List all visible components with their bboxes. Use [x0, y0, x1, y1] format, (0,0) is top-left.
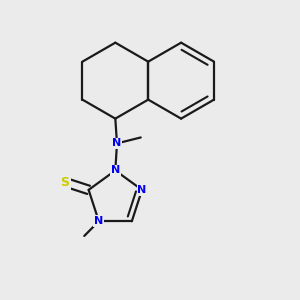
- Text: N: N: [111, 166, 120, 176]
- Text: S: S: [61, 176, 70, 189]
- Text: N: N: [112, 138, 122, 148]
- Text: N: N: [94, 216, 104, 226]
- Text: N: N: [137, 185, 147, 195]
